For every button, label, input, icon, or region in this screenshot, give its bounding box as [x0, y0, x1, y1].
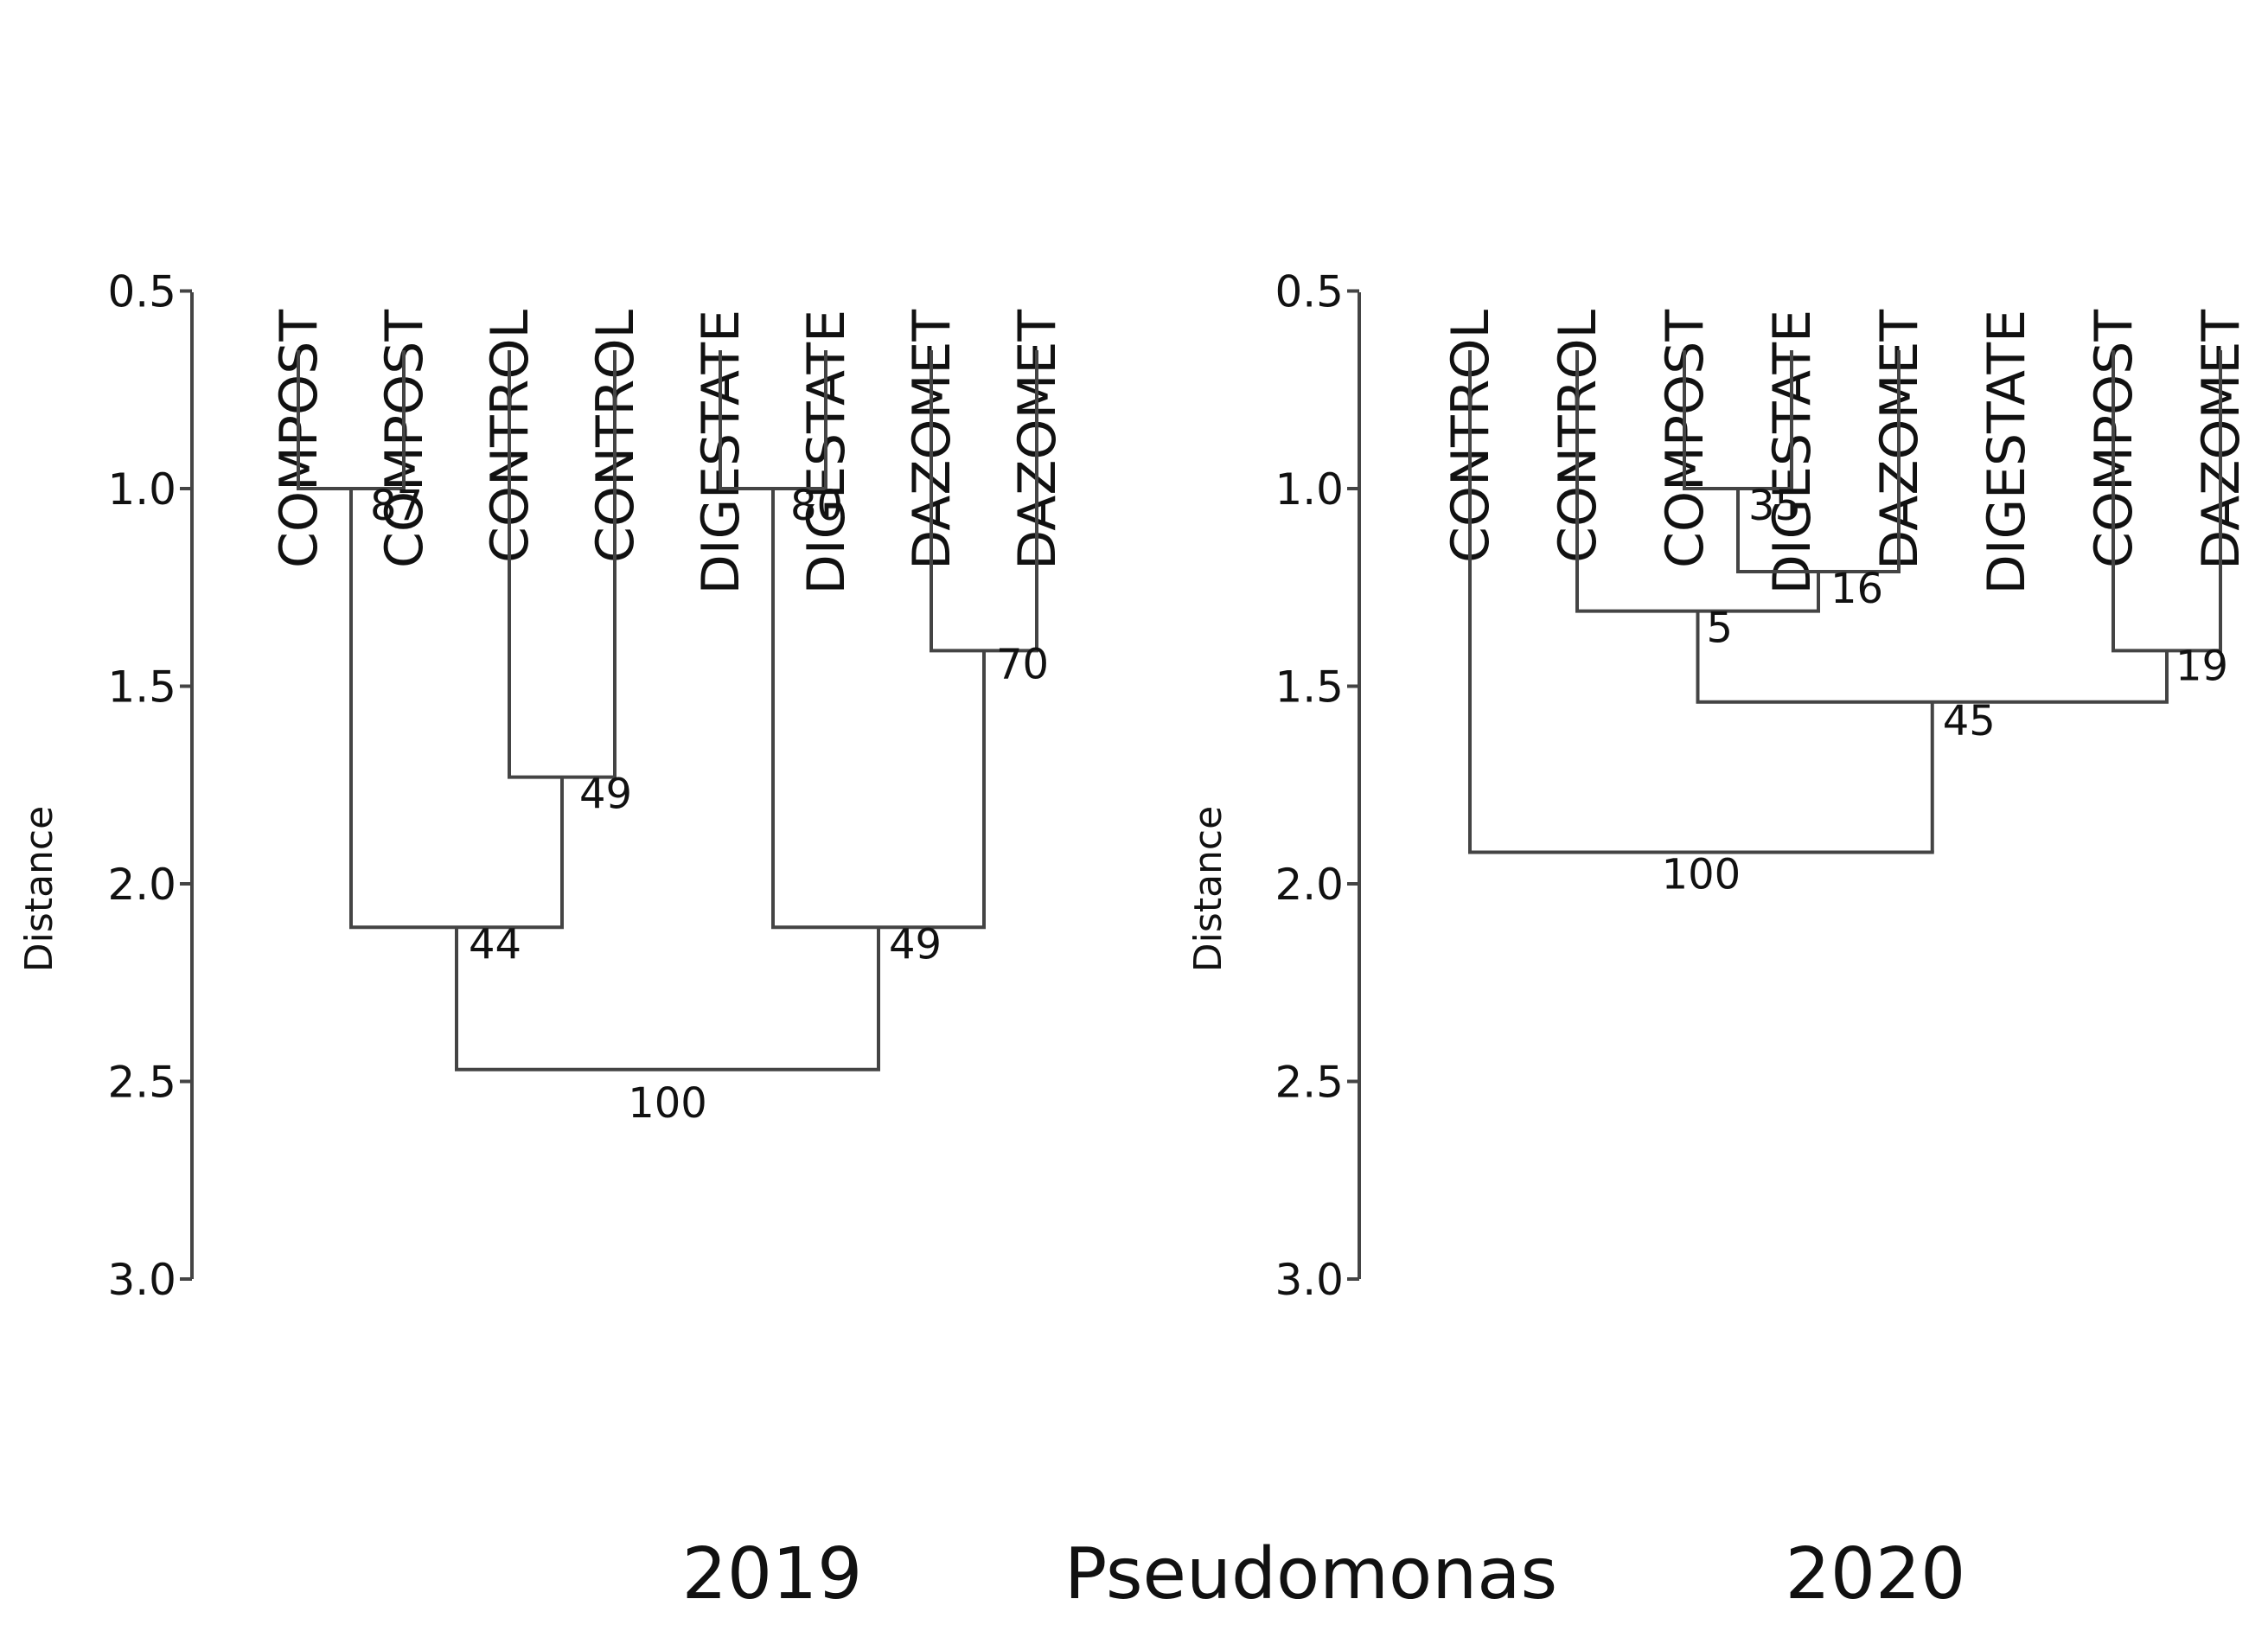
- support-value-label: 35: [1748, 482, 1801, 530]
- support-value-label: 87: [370, 482, 423, 530]
- y-tick-label: 0.5: [107, 267, 176, 317]
- leaf-label: DIGESTATE: [1977, 310, 2037, 594]
- figure-caption: 2019 Pseudomonas 2020: [682, 1533, 1966, 1615]
- support-value-label: 16: [1830, 565, 1883, 613]
- support-value-label: 5: [1707, 604, 1734, 653]
- support-value-label: 45: [1943, 697, 1996, 745]
- caption-year-2020: 2020: [1786, 1533, 1966, 1615]
- y-tick-label: 1.0: [1275, 464, 1344, 515]
- y-tick-label: 1.5: [1275, 662, 1344, 713]
- y-tick-label: 2.5: [107, 1058, 176, 1108]
- support-value-label: 19: [2175, 642, 2228, 690]
- support-value-label: 70: [996, 640, 1049, 688]
- caption-organism: Pseudomonas: [1064, 1533, 1557, 1615]
- support-value-label: 49: [889, 920, 942, 969]
- y-tick-label: 1.5: [107, 662, 176, 713]
- y-tick-label: 0.5: [1275, 267, 1344, 317]
- support-value-label: 100: [628, 1079, 707, 1128]
- caption-year-2019: 2019: [682, 1533, 863, 1615]
- support-value-label: 100: [1662, 850, 1741, 899]
- y-axis-title: Distance: [17, 806, 61, 972]
- support-value-label: 80: [790, 482, 843, 530]
- support-value-label: 44: [469, 920, 521, 969]
- y-tick-label: 2.5: [1275, 1058, 1344, 1108]
- y-tick-label: 2.0: [107, 860, 176, 910]
- y-tick-label: 2.0: [1275, 860, 1344, 910]
- y-tick-label: 1.0: [107, 464, 176, 515]
- y-tick-label: 3.0: [107, 1255, 176, 1305]
- y-tick-label: 3.0: [1275, 1255, 1344, 1305]
- support-value-label: 49: [579, 771, 632, 819]
- y-axis-title: Distance: [1186, 806, 1230, 972]
